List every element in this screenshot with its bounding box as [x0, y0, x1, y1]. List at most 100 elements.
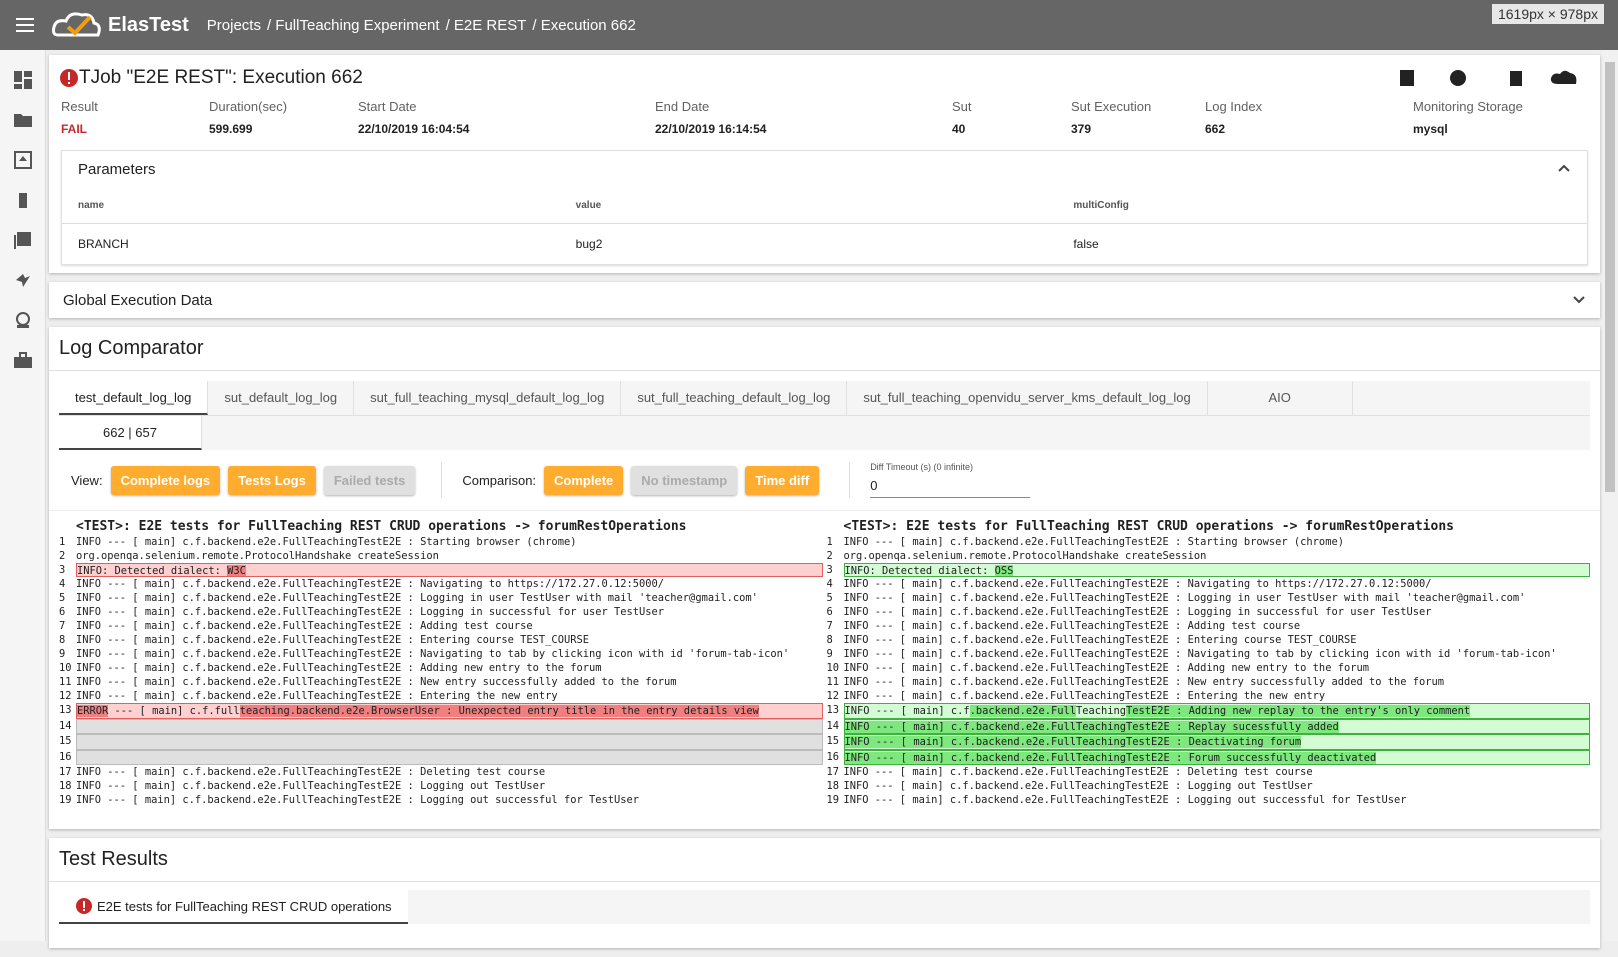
nav-tests[interactable] [13, 190, 33, 210]
toggle-button[interactable]: Failed tests [323, 465, 416, 495]
line-text [76, 749, 823, 765]
text-part: W3C [227, 565, 246, 577]
line-number: 7 [59, 620, 66, 632]
toggle-button[interactable]: Time diff [745, 465, 820, 495]
expand-icon[interactable] [1572, 293, 1586, 307]
line-number: 11 [826, 676, 840, 688]
line-text: INFO --- [ main] c.f.backend.e2e.FullTea… [844, 619, 1591, 633]
main: TJob "E2E REST": Execution 662 Result FAI… [49, 55, 1600, 957]
text-part: .backend.e2e.BrowserUser : Unexpected en… [289, 705, 759, 717]
scrollbar[interactable] [1602, 50, 1618, 941]
log-panes: <TEST>: E2E tests for FullTeaching REST … [49, 511, 1600, 807]
line-text: INFO --- [ main] c.f.backend.e2e.FullTea… [76, 779, 823, 793]
line-number: 10 [59, 662, 72, 674]
line-number: 5 [59, 592, 66, 604]
toggle-button[interactable]: Tests Logs [228, 465, 316, 495]
app-name: ElasTest [108, 13, 189, 36]
collapse-icon[interactable] [1557, 161, 1571, 175]
nav-support[interactable] [13, 310, 33, 330]
toggle-button[interactable]: No timestamp [631, 465, 738, 495]
delete-button[interactable] [1510, 71, 1522, 86]
cell: BRANCH [78, 237, 129, 251]
field: End Date 22/10/2019 16:14:54 [655, 99, 952, 136]
field-value: 40 [952, 122, 966, 136]
subtab[interactable]: 662 | 657 [59, 416, 202, 450]
text-part: --- [ main] c.f.full [108, 705, 240, 717]
log-line: 10 INFO --- [ main] c.f.backend.e2e.FullT… [59, 661, 823, 675]
log-line: 19 INFO --- [ main] c.f.backend.e2e.FullT… [59, 793, 823, 807]
field-value: FAIL [61, 122, 87, 136]
log-line: 9 INFO --- [ main] c.f.backend.e2e.FullTe… [59, 647, 823, 661]
line-number: 6 [826, 606, 833, 618]
breadcrumb[interactable]: / Execution 662 [532, 16, 636, 34]
settings-button[interactable] [1450, 70, 1466, 86]
line-number: 19 [59, 794, 72, 806]
text-part: INFO --- [ main] c.f.backend.e2e.FullTea… [843, 620, 1301, 632]
nav-plugins[interactable] [13, 270, 33, 290]
parameters-header[interactable]: Parameters [62, 151, 1587, 188]
nav-tools[interactable] [13, 350, 33, 370]
log-line: 16 INFO --- [ main] c.f.backend.e2e.FullT… [827, 749, 1590, 765]
log-tab[interactable]: sut_default_log_log [208, 381, 355, 415]
line-text: INFO --- [ main] c.f.backend.e2e.FullTea… [844, 647, 1591, 661]
log-line: 4 INFO --- [ main] c.f.backend.e2e.FullTe… [827, 577, 1591, 591]
text-part: INFO --- [ main] c.f.backend.e2e.FullTea… [844, 720, 1339, 733]
log-line: 5 INFO --- [ main] c.f.backend.e2e.FullTe… [59, 591, 823, 605]
log-heading: <TEST>: E2E tests for FullTeaching REST … [843, 519, 1454, 534]
line-text: INFO --- [ main] c.f.backend.e2e.FullTea… [844, 689, 1591, 703]
line-number: 13 [59, 704, 72, 716]
text-part: INFO: Detected dialect: [844, 565, 995, 577]
text-part: Teaching [1075, 705, 1127, 717]
nav-dashboard[interactable] [13, 70, 33, 90]
line-number: 9 [826, 648, 833, 660]
toggle-button[interactable]: Complete [544, 465, 624, 495]
field: Start Date 22/10/2019 16:04:54 [358, 99, 655, 136]
log-line: 19 INFO --- [ main] c.f.backend.e2e.FullT… [827, 793, 1591, 807]
line-text: INFO --- [ main] c.f.backend.e2e.FullTea… [844, 765, 1591, 779]
log-tab[interactable]: test_default_log_log [59, 381, 209, 415]
field-label: Sut [952, 99, 972, 114]
text-part: OSS [994, 565, 1014, 577]
field-value: 22/10/2019 16:14:54 [655, 122, 767, 136]
nav-logs[interactable] [13, 230, 33, 250]
log-line: 14 INFO --- [ main] c.f.backend.e2e.FullT… [827, 718, 1590, 734]
comparison-buttons: Complete No timestamp Time diff [544, 465, 827, 495]
log-line: 18 INFO --- [ main] c.f.backend.e2e.FullT… [827, 779, 1591, 793]
field-label: Sut Execution [1071, 99, 1152, 114]
line-number: 5 [826, 592, 833, 604]
global-card[interactable]: Global Execution Data [49, 282, 1600, 318]
line-text: org.openqa.selenium.remote.ProtocolHands… [844, 549, 1591, 563]
toggle-button[interactable]: Complete logs [110, 465, 221, 495]
log-tab[interactable]: sut_full_teaching_openvidu_server_kms_de… [847, 381, 1208, 415]
line-text: INFO --- [ main] c.f.backend.e2e.FullTea… [844, 675, 1591, 689]
log-tab[interactable]: sut_full_teaching_default_log_log [621, 381, 848, 415]
text-part: INFO --- [ main] c.f.backend.e2e.FullTea… [76, 662, 602, 674]
field-value: mysql [1413, 122, 1448, 136]
breadcrumb[interactable]: / E2E REST [445, 16, 527, 34]
log-line: 3 INFO: Detected dialect: OSS [827, 563, 1590, 577]
download-button[interactable] [1550, 70, 1577, 84]
scroll-thumb[interactable] [1605, 62, 1615, 492]
log-line: 17 INFO --- [ main] c.f.backend.e2e.FullT… [59, 765, 823, 779]
field: Log Index 662 [1205, 99, 1413, 136]
diff-timeout: Diff Timeout (s) (0 infinite) 0 [870, 462, 1031, 498]
line-text: INFO --- [ main] c.f.backend.e2e.FullTea… [76, 577, 823, 591]
log-comparator-title: Log Comparator [49, 327, 1600, 371]
nav-projects[interactable] [13, 110, 33, 130]
separator [849, 462, 851, 498]
nav-suts[interactable] [13, 150, 33, 170]
logs-button[interactable] [1400, 70, 1414, 86]
text-part: TestE2E : Adding new replay to the entry… [1126, 705, 1471, 717]
breadcrumb[interactable]: / FullTeaching Experiment [266, 16, 440, 34]
view-label: View: [71, 472, 103, 488]
text-part: INFO --- [ main] c.f.backend.e2e.FullTea… [844, 736, 1302, 748]
log-tab[interactable]: AIO [1208, 381, 1353, 415]
breadcrumb[interactable]: Projects [206, 16, 261, 34]
controls: View: Complete logs Tests Logs Failed test… [49, 450, 1600, 511]
log-line: 1 INFO --- [ main] c.f.backend.e2e.FullTe… [59, 535, 823, 549]
log-tab[interactable]: sut_full_teaching_mysql_default_log_log [354, 381, 622, 415]
diff-timeout-input[interactable]: 0 [870, 472, 1031, 498]
diff-timeout-label: Diff Timeout (s) (0 infinite) [870, 462, 974, 472]
menu-button[interactable] [0, 0, 50, 50]
test-tab[interactable]: E2E tests for FullTeaching REST CRUD ope… [59, 890, 408, 924]
